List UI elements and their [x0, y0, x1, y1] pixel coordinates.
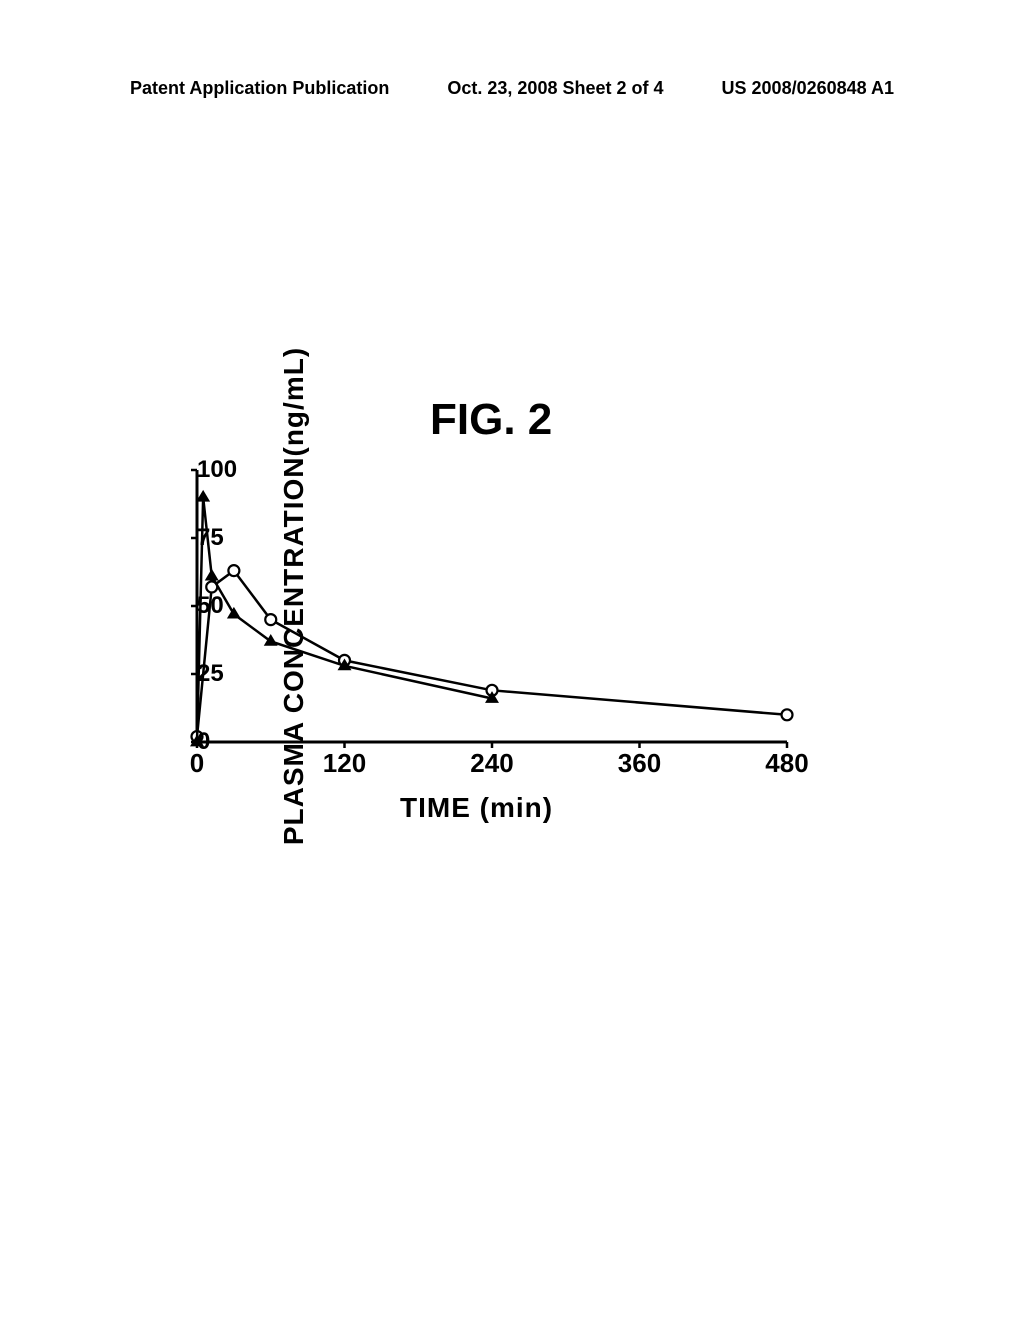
chart-area: 02550751000120240360480 [135, 460, 835, 780]
x-tick-label: 120 [323, 748, 366, 779]
figure-title: FIG. 2 [430, 395, 552, 445]
header-left: Patent Application Publication [130, 78, 389, 99]
x-axis-label: TIME (min) [400, 792, 553, 824]
header-right: US 2008/0260848 A1 [722, 78, 894, 99]
chart-svg [135, 460, 835, 780]
x-axis-label-unit: (min) [480, 792, 553, 823]
x-tick-label: 360 [618, 748, 661, 779]
y-axis-label-unit: (ng/mL) [278, 347, 309, 457]
x-axis-label-text: TIME [400, 792, 471, 823]
x-tick-label: 240 [470, 748, 513, 779]
page-header: Patent Application Publication Oct. 23, … [0, 78, 1024, 99]
header-center: Oct. 23, 2008 Sheet 2 of 4 [447, 78, 663, 99]
x-tick-label: 480 [765, 748, 808, 779]
x-tick-label: 0 [190, 748, 204, 779]
